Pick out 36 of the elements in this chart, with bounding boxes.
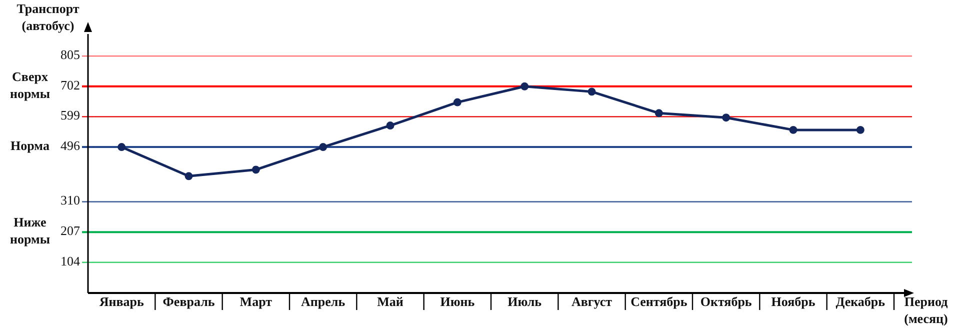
y-tick-label: 496: [60, 138, 80, 154]
ref-line-label: Ниже нормы: [10, 214, 50, 247]
x-tick-label: Март: [240, 294, 273, 309]
point: [386, 122, 394, 130]
point: [722, 114, 730, 122]
y-tick-label: 104: [60, 253, 80, 268]
point: [319, 143, 328, 151]
x-tick-label: Апрель: [301, 294, 346, 309]
x-tick-label: Май: [377, 294, 404, 309]
x-tick-label: Октябрь: [700, 294, 752, 309]
point: [856, 126, 864, 134]
x-tick-label: Ноябрь: [771, 294, 816, 309]
point: [184, 172, 193, 180]
point: [453, 98, 462, 106]
point: [520, 82, 529, 90]
y-tick-label: 310: [60, 192, 80, 208]
x-tick-label: Июль: [508, 294, 542, 309]
x-tick-label: Январь: [99, 294, 144, 309]
point: [118, 143, 126, 151]
y-tick-label: 207: [60, 223, 80, 238]
x-tick-label: Сентябрь: [630, 294, 688, 309]
ref-line-label: Норма: [10, 138, 50, 154]
point: [789, 126, 798, 134]
x-tick-label: Февраль: [162, 294, 215, 309]
point: [588, 88, 596, 96]
ref-line-label: Сверх нормы: [10, 68, 50, 101]
point: [252, 166, 260, 174]
x-axis-title: Период (месяц): [904, 294, 948, 326]
point: [654, 109, 663, 118]
y-tick-label: 805: [60, 47, 80, 62]
x-tick-label: Декабрь: [836, 294, 886, 309]
y-tick-label: 702: [60, 77, 80, 92]
x-tick-label: Август: [571, 294, 613, 309]
y-axis-title: Транспорт (автобус): [16, 0, 80, 33]
y-tick-label: 599: [60, 108, 80, 123]
x-tick-label: Июнь: [440, 294, 475, 309]
